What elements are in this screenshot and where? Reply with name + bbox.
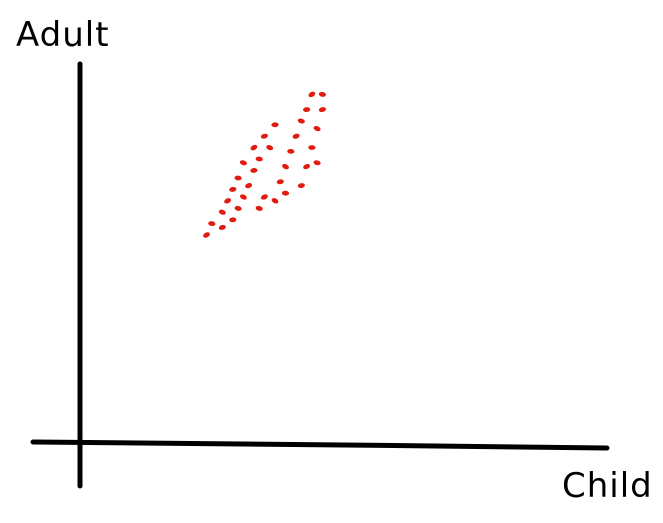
data-point xyxy=(229,217,237,223)
data-point xyxy=(276,179,284,185)
data-point xyxy=(318,91,326,97)
data-point xyxy=(250,144,258,151)
data-point xyxy=(208,221,216,227)
data-point xyxy=(239,194,247,200)
data-point xyxy=(313,160,321,166)
data-point xyxy=(282,163,289,170)
data-point xyxy=(303,163,311,170)
data-point xyxy=(255,156,263,162)
x-axis-label: Child xyxy=(562,466,653,506)
data-point xyxy=(234,175,242,181)
data-point xyxy=(245,183,253,189)
data-point xyxy=(255,205,263,211)
data-point xyxy=(271,198,279,204)
data-point xyxy=(260,133,268,139)
data-point xyxy=(308,145,316,151)
data-point xyxy=(271,122,279,128)
x-axis-line xyxy=(30,439,610,451)
data-point xyxy=(250,167,258,173)
data-point xyxy=(297,118,305,124)
data-point xyxy=(224,198,232,204)
data-point xyxy=(218,224,226,230)
data-point xyxy=(239,160,247,166)
data-point xyxy=(313,125,321,132)
data-point xyxy=(218,209,226,215)
data-point xyxy=(260,194,268,200)
data-points xyxy=(203,91,326,238)
data-point xyxy=(229,186,237,192)
y-axis-line xyxy=(77,61,83,489)
data-point xyxy=(308,91,316,98)
y-axis-label: Adult xyxy=(16,15,110,55)
data-point xyxy=(292,133,300,139)
data-point xyxy=(318,107,326,113)
data-point xyxy=(297,183,305,189)
data-point xyxy=(266,144,274,151)
data-point xyxy=(234,205,242,211)
data-point xyxy=(203,232,210,238)
data-point xyxy=(303,107,311,113)
data-point xyxy=(287,148,295,154)
data-point xyxy=(281,190,290,196)
